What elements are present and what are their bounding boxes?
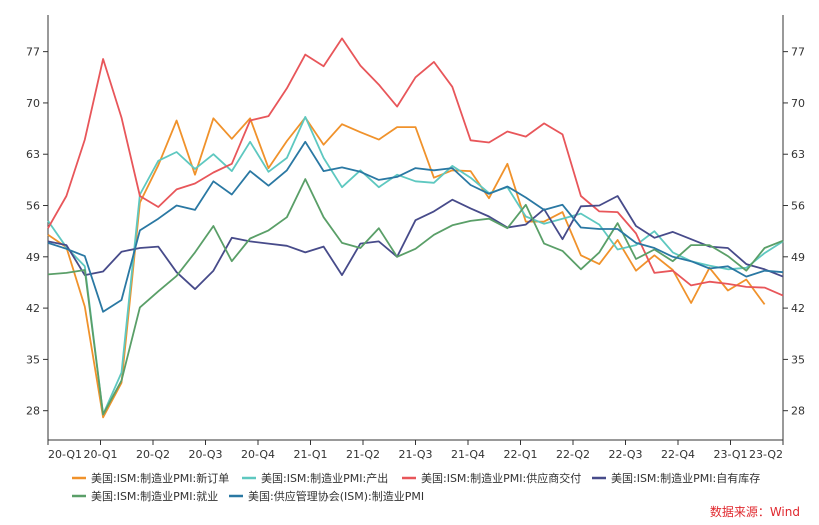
x-tick-label: 20-Q1 <box>83 448 117 461</box>
legend-label: 美国:ISM:制造业PMI:产出 <box>261 471 388 485</box>
y-tick-label-left: 63 <box>26 148 40 161</box>
y-tick-label-right: 56 <box>791 200 805 213</box>
y-tick-label-right: 49 <box>791 251 805 264</box>
series-line-6 <box>47 140 784 313</box>
series-layer <box>47 37 784 419</box>
x-tick-label: 20-Q4 <box>241 448 275 461</box>
x-tick-label: 23-Q2 <box>749 448 783 461</box>
x-tick-label: 22-Q4 <box>661 448 695 461</box>
y-tick-label-left: 42 <box>26 302 40 315</box>
x-tick-label: 22-Q3 <box>608 448 642 461</box>
y-tick-label-left: 77 <box>26 46 40 59</box>
y-tick-label-left: 49 <box>26 251 40 264</box>
y-tick-label-right: 70 <box>791 97 805 110</box>
y-tick-label-right: 77 <box>791 46 805 59</box>
x-tick-label: 23-Q1 <box>713 448 747 461</box>
series-line-1 <box>47 116 766 419</box>
y-tick-label-right: 42 <box>791 302 805 315</box>
x-tick-label: 21-Q1 <box>293 448 327 461</box>
legend-label: 美国:ISM:制造业PMI:就业 <box>91 489 218 503</box>
y-tick-label-left: 28 <box>26 405 40 418</box>
series-line-5 <box>47 178 784 416</box>
y-tick-label-left: 35 <box>26 353 40 366</box>
x-tick-label: 20-Q1 <box>48 448 82 461</box>
y-tick-label-left: 56 <box>26 200 40 213</box>
legend-label: 美国:ISM:制造业PMI:新订单 <box>91 471 229 485</box>
legend: 美国:ISM:制造业PMI:新订单 美国:ISM:制造业PMI:产出 美国:ISM:… <box>72 471 760 503</box>
x-tick-label: 22-Q1 <box>503 448 537 461</box>
series-line-3 <box>47 37 784 297</box>
legend-label: 美国:供应管理协会(ISM):制造业PMI <box>248 489 424 503</box>
series-line-2 <box>47 116 784 416</box>
x-tick-label: 22-Q2 <box>556 448 590 461</box>
y-tick-label-right: 63 <box>791 148 805 161</box>
x-tick-label: 20-Q2 <box>136 448 170 461</box>
legend-label: 美国:ISM:制造业PMI:供应商交付 <box>421 471 581 485</box>
y-tick-label-left: 70 <box>26 97 40 110</box>
x-tick-label: 21-Q2 <box>346 448 380 461</box>
x-tick-label: 20-Q3 <box>188 448 222 461</box>
source-note: 数据来源：Wind <box>710 504 800 519</box>
y-tick-label-right: 28 <box>791 405 805 418</box>
x-tick-label: 21-Q3 <box>398 448 432 461</box>
legend-label: 美国:ISM:制造业PMI:自有库存 <box>611 471 760 485</box>
y-tick-label-right: 35 <box>791 353 805 366</box>
x-tick-label: 21-Q4 <box>451 448 485 461</box>
series-line-4 <box>47 195 784 291</box>
